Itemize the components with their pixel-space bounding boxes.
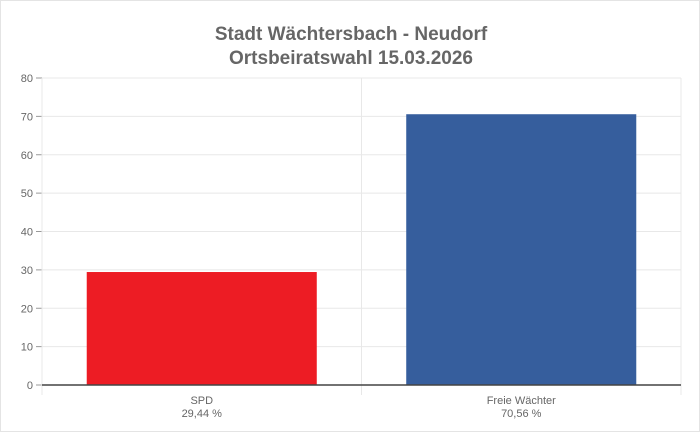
x-tick-sublabel: 70,56 % <box>501 408 542 420</box>
chart-title-line-2: Ortsbeiratswahl 15.03.2026 <box>229 48 473 69</box>
y-tick-label: 20 <box>21 303 33 315</box>
x-tick-label: SPD <box>190 395 213 407</box>
y-tick-label: 0 <box>27 380 33 392</box>
chart-title: Stadt Wächtersbach - Neudorf Ortsbeirats… <box>1 23 700 71</box>
y-tick-label: 30 <box>21 265 33 277</box>
y-tick-label: 50 <box>21 188 33 200</box>
y-tick-label: 60 <box>21 150 33 162</box>
y-tick-label: 80 <box>21 73 33 85</box>
y-tick-label: 10 <box>21 342 33 354</box>
bar-freie-wächter <box>406 114 637 385</box>
x-tick-sublabel: 29,44 % <box>182 408 223 420</box>
x-tick-label: Freie Wächter <box>487 395 556 407</box>
bar-spd <box>86 272 317 385</box>
y-tick-label: 70 <box>21 111 33 123</box>
y-tick-label: 40 <box>21 227 33 239</box>
chart-title-line-1: Stadt Wächtersbach - Neudorf <box>214 24 488 45</box>
